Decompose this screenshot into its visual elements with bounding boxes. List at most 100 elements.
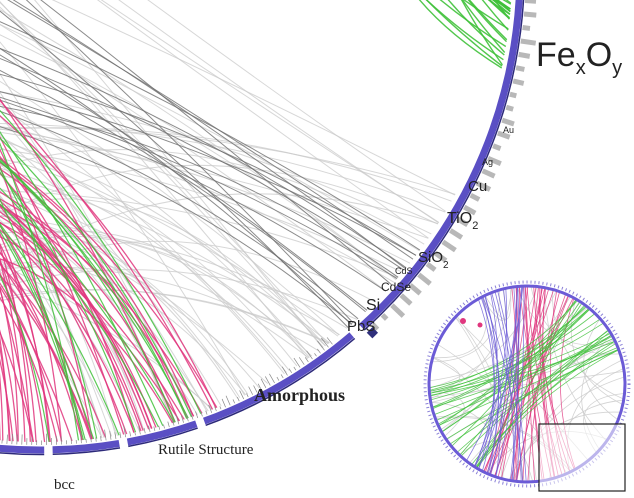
tick-bar [390,303,406,318]
green-chord [418,0,503,69]
inset-gray-chord [583,318,619,421]
gray-chord [0,103,312,357]
tick-line [260,378,267,388]
inset-purple-chord [474,292,498,468]
inset-green-chord [476,349,619,469]
tick-line [134,432,136,436]
tick-bar [380,313,389,321]
label-sio2: SiO2 [418,249,449,271]
tick-line [172,419,175,426]
inset-green-chord [435,335,613,421]
tick-bar [417,272,432,286]
tick-line [80,432,82,444]
dark-gray-chord [0,47,407,269]
pink-chord [0,203,157,428]
tick-line [288,368,293,374]
dark-gray-chord [0,99,387,292]
green-chord [425,0,503,67]
dark-gray-chord [7,0,414,260]
dark-gray-chords [0,0,421,328]
green-chord [0,161,188,419]
tick-line [180,415,184,423]
dark-gray-chord [25,0,354,324]
tick-line [195,411,199,419]
tick-bar [520,38,537,46]
inset-purple-chord [480,297,502,477]
label-tio2: TiO2 [447,210,478,232]
dark-gray-chord [0,54,368,311]
inset-purple-chord [495,286,522,477]
green-chord [0,230,84,441]
inset-pink-dot-2 [477,322,483,328]
inset-green-chord [476,302,583,469]
tick-line [100,436,102,442]
gray-chord [96,0,429,239]
tick-bar [487,156,502,167]
tick-bar [433,250,448,263]
tick-line [189,409,194,420]
inset-ring [427,284,627,484]
pink-chord [0,251,83,441]
tick-line [317,348,321,354]
gray-chord [0,157,298,367]
inset-green-chord [431,338,614,408]
tick-line [114,432,117,439]
tick-bar [481,168,496,179]
tick-bar [441,239,457,253]
inset-gray-chord [431,289,500,363]
dark-gray-chord [12,0,406,270]
pink-chord [0,162,194,417]
pink-chord [0,200,144,431]
pink-chord [0,232,50,442]
gray-chord [0,235,313,357]
tick-line [158,425,161,430]
label-ag: Ag [482,157,493,167]
ring-segment [52,439,120,454]
green-chord [494,0,511,13]
green-chord [0,137,193,418]
inset-pink-dot [460,318,466,324]
ring-segment [126,420,198,446]
tick-line [185,413,189,422]
tick-line [326,337,333,345]
tick-line [11,433,13,445]
green-chord [487,0,511,15]
inset-green-chord [429,332,612,394]
gray-chord [100,0,440,223]
ring-segment [0,444,45,454]
gray-chord [0,6,324,348]
label-rutile-structure: Rutile Structure [158,442,254,458]
tick-bar [505,104,514,112]
green-chord [447,0,505,56]
tick-line [248,386,253,395]
dark-gray-chord [0,47,352,325]
gray-chord [0,127,456,195]
green-chord [0,171,137,433]
tick-line [269,373,275,384]
label-si: Si [366,297,380,314]
tick-line [237,397,240,402]
ring-segment [358,0,523,330]
tick-bar [370,322,380,332]
green-chord [492,0,511,10]
gray-chord [0,73,192,418]
label-cu: Cu [468,178,487,195]
gray-chord [0,9,397,281]
tick-bar [515,65,525,72]
tick-line [314,353,317,357]
label-amorphous: Amorphous [254,385,345,405]
gray-chord [0,41,246,396]
inset-pink-chord [510,287,543,481]
tick-bar [524,0,537,4]
pink-chord [0,99,214,410]
pink-chord [0,115,217,409]
green-chord [0,109,202,415]
inset-pink-chord [501,286,520,479]
tick-line [6,434,8,444]
pink-chord [0,286,19,442]
tick-line [281,366,288,376]
gray-chord [0,198,326,347]
tick-bar [425,261,437,272]
gray-chord [0,230,310,358]
